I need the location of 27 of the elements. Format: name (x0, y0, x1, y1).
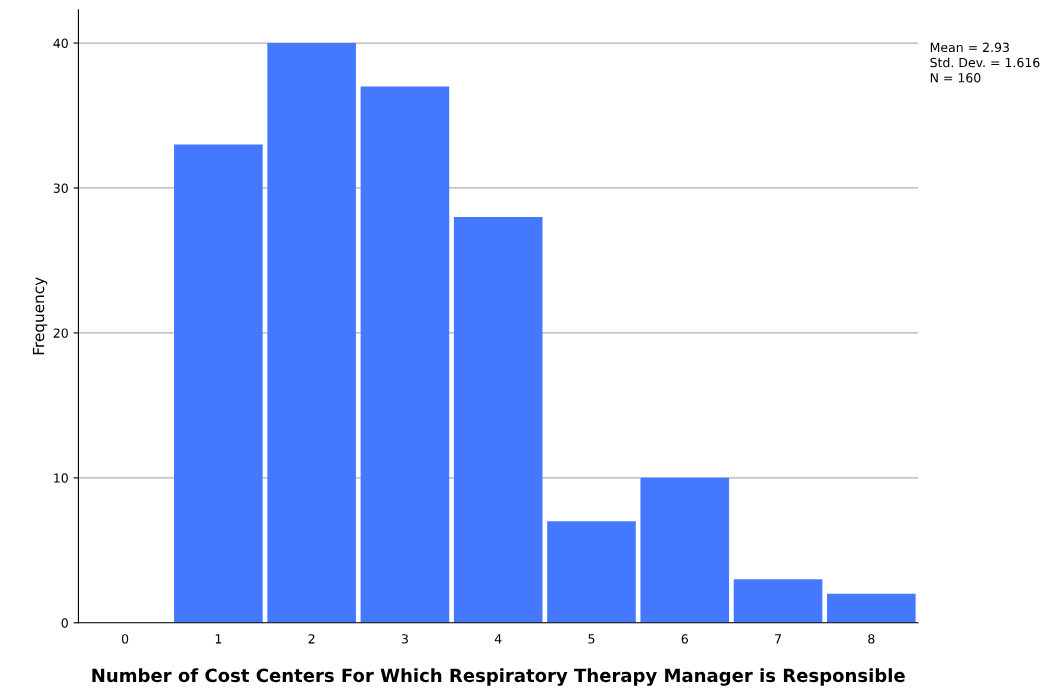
bar (360, 86, 450, 623)
bar (547, 521, 636, 623)
x-tick-label: 3 (401, 634, 408, 644)
x-tick-label: 5 (588, 634, 595, 644)
y-axis-title: Frequency (32, 277, 48, 355)
y-tick-label: 30 (53, 183, 68, 193)
y-tick-label: 40 (53, 38, 68, 48)
text: N = 160 (930, 73, 981, 83)
x-tick-label: 7 (775, 634, 781, 644)
bar (453, 216, 543, 623)
y-tick-label: 0 (61, 618, 68, 628)
bar (733, 579, 823, 623)
bar (827, 593, 916, 623)
bar (174, 144, 263, 623)
text: Mean = 2.93 (930, 42, 1009, 53)
x-tick-label: 2 (308, 634, 315, 644)
x-tick-label: 8 (868, 634, 875, 644)
x-tick-label: 0 (121, 634, 129, 644)
x-tick-label: 1 (215, 634, 222, 644)
y-tick-label: 20 (53, 328, 68, 338)
x-axis-title: Number of Cost Centers For Which Respiratory Therapy Manager is Responsible (92, 668, 905, 686)
bar (640, 477, 730, 623)
y-tick-label: 10 (54, 473, 68, 483)
x-tick-label: 6 (681, 634, 688, 644)
bar (267, 43, 356, 623)
x-tick-label: 4 (494, 634, 502, 644)
text: Std. Dev. = 1.616 (930, 57, 1040, 68)
